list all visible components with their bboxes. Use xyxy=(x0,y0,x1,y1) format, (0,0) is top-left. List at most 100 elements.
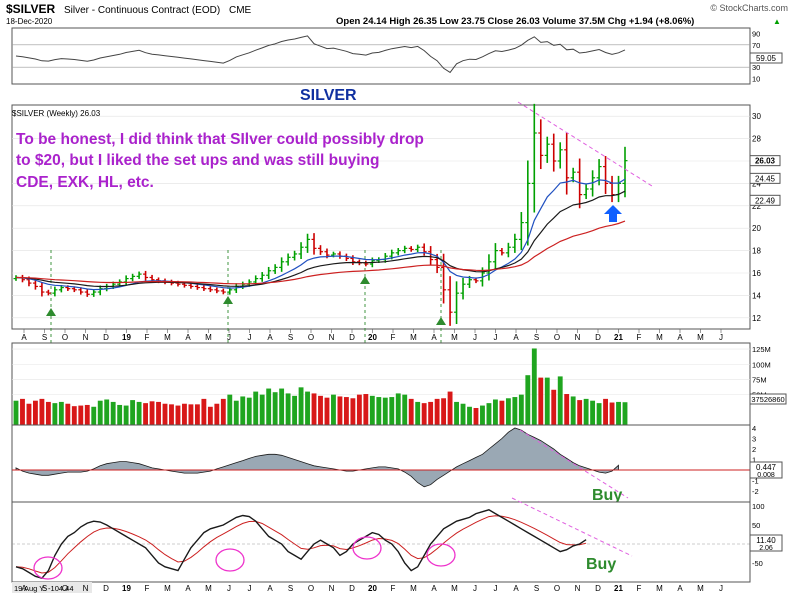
price-value-box xyxy=(749,155,781,167)
volume-bar xyxy=(162,403,168,425)
quote-up-arrow: ▲ xyxy=(773,17,781,26)
volume-bar xyxy=(227,394,233,425)
stochastic-buy-label: Buy xyxy=(586,556,616,573)
price-value-label: 24.45 xyxy=(755,174,776,183)
volume-bar xyxy=(311,393,317,425)
rsi-last-label-box xyxy=(749,52,783,64)
x-axis-label-bottom: F xyxy=(391,584,396,593)
x-axis-label: A xyxy=(185,333,191,342)
volume-bar xyxy=(39,398,45,425)
x-axis-label: O xyxy=(554,333,560,342)
volume-bar xyxy=(376,397,382,425)
brand-logo[interactable]: © StockCharts.com xyxy=(710,3,788,13)
x-axis-label: N xyxy=(329,333,335,342)
volume-bar xyxy=(525,375,531,425)
volume-bar xyxy=(616,401,621,425)
x-axis-label-bottom: M xyxy=(410,584,417,593)
macd-histogram xyxy=(15,427,619,488)
volume-bar xyxy=(350,398,356,425)
volume-bar xyxy=(65,403,71,425)
volume-bar xyxy=(512,397,518,425)
volume-bar xyxy=(305,391,310,425)
x-axis-label-bottom: J xyxy=(248,584,252,593)
x-axis-label: M xyxy=(697,333,704,342)
volume-bar xyxy=(337,396,343,425)
x-axis-label-bottom: M xyxy=(451,584,458,593)
x-axis-label: S xyxy=(42,333,47,342)
price-tick-label: 22 xyxy=(752,202,761,211)
volume-bar xyxy=(285,393,291,425)
stochastic-panel: 100500-50 Buy 11.40 2.06 19 Aug Y: -104.… xyxy=(11,497,783,593)
volume-bar xyxy=(272,392,278,425)
stochastic-line xyxy=(15,509,587,579)
x-axis-label: M xyxy=(164,333,171,342)
volume-bar xyxy=(531,348,537,425)
chart-exchange: CME xyxy=(229,5,252,16)
x-axis-label: S xyxy=(534,333,539,342)
macd-buy-label: Buy xyxy=(592,487,622,504)
price-value-label: 26.03 xyxy=(755,157,776,166)
x-axis-label-bottom: D xyxy=(349,584,355,593)
x-axis-label: F xyxy=(145,333,150,342)
volume-bar xyxy=(84,404,90,425)
x-axis-label-bottom: M xyxy=(164,584,171,593)
stochastic-second-label: 2.06 xyxy=(759,545,773,552)
volume-bar xyxy=(356,394,362,425)
price-value-box xyxy=(749,172,781,184)
volume-bar xyxy=(233,400,239,425)
macd-tick-label: 2 xyxy=(752,445,756,454)
x-axis-label-bottom: N xyxy=(83,584,89,593)
x-axis-label: A xyxy=(677,333,683,342)
macd-tick-label: -2 xyxy=(752,487,759,496)
x-axis-label-bottom: O xyxy=(62,584,68,593)
chart-symbol: $SILVER xyxy=(6,2,55,16)
x-axis-label-bottom: 21 xyxy=(614,584,623,593)
volume-bar xyxy=(363,394,369,425)
volume-bar xyxy=(240,396,246,425)
signal-arrow-icon xyxy=(46,308,56,316)
x-axis-label: A xyxy=(513,333,519,342)
buy-arrow-icon xyxy=(604,205,622,222)
volume-bar xyxy=(45,401,51,425)
volume-bar xyxy=(97,400,103,425)
chart-description: Silver - Continuous Contract (EOD) xyxy=(64,5,220,16)
volume-bar xyxy=(143,403,149,425)
volume-bar xyxy=(415,401,421,425)
rsi-tick-label: 70 xyxy=(752,41,760,50)
volume-bar xyxy=(13,400,19,425)
volume-bar xyxy=(473,407,479,425)
volume-bar xyxy=(343,397,349,425)
signal-arrow-icon xyxy=(436,317,446,325)
volume-bar xyxy=(20,398,25,425)
volume-last-label: 37526860 xyxy=(751,395,784,404)
macd-trendline xyxy=(519,429,629,499)
x-axis-label: M xyxy=(205,333,212,342)
volume-bar xyxy=(590,400,596,425)
x-axis-label: N xyxy=(575,333,581,342)
macd-last-label-box xyxy=(749,461,783,479)
volume-bar xyxy=(505,398,511,425)
moving-average-slow xyxy=(15,220,626,285)
x-axis-label-bottom: N xyxy=(329,584,335,593)
x-axis-label-bottom: F xyxy=(145,584,150,593)
x-axis-label: J xyxy=(473,333,477,342)
rsi-panel: 9070503010 59.05 xyxy=(11,27,783,85)
price-tick-label: 30 xyxy=(752,112,761,121)
rsi-tick-label: 10 xyxy=(752,74,760,83)
price-value-label: 22.49 xyxy=(755,196,776,205)
volume-bar xyxy=(201,398,207,425)
annotation-line-1: To be honest, I did think that SIlver co… xyxy=(16,131,424,148)
volume-bar xyxy=(447,391,453,425)
annotation-line-2: to $20, but I liked the set ups and was … xyxy=(16,152,379,169)
volume-bar xyxy=(52,403,58,425)
annotation-line-3: CDE, EXK, HL, etc. xyxy=(16,174,154,191)
volume-bar xyxy=(492,399,498,425)
volume-bar xyxy=(279,388,285,425)
x-axis-label-bottom: 19 xyxy=(122,584,131,593)
volume-bar xyxy=(382,397,388,425)
x-axis-label-bottom: S xyxy=(42,584,47,593)
volume-bar xyxy=(26,403,32,425)
x-axis-label-bottom: J xyxy=(494,584,498,593)
chart-date: 18-Dec-2020 xyxy=(6,17,53,26)
volume-bar xyxy=(207,406,213,425)
